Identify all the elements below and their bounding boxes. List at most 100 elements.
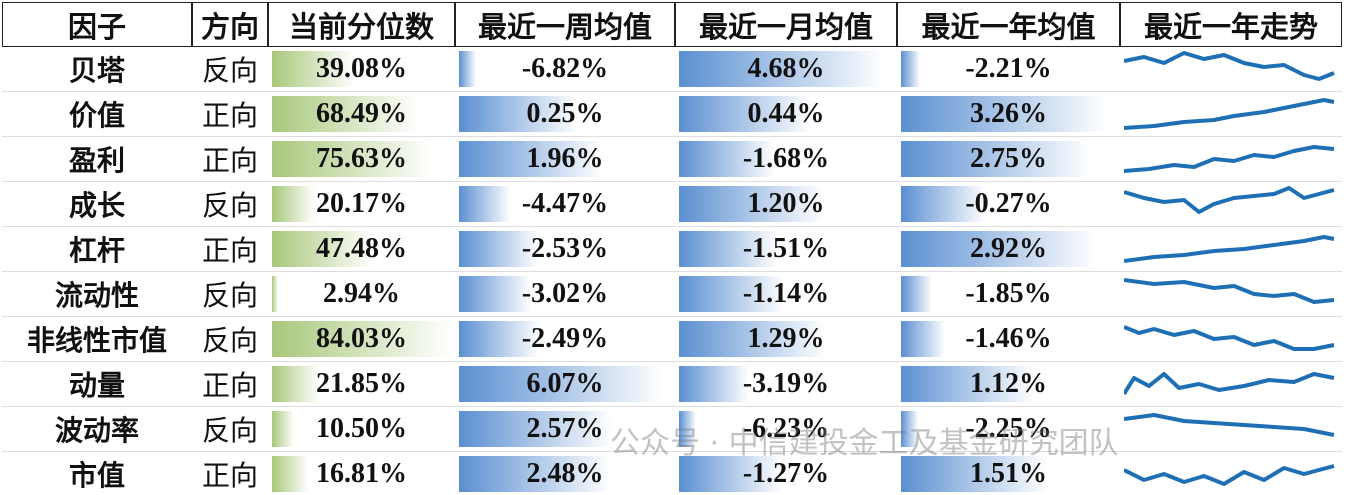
cell-text: 2.94%	[323, 278, 400, 309]
cell-text: 2.48%	[526, 458, 604, 489]
cell-text: 市值	[68, 461, 125, 492]
data-bar	[679, 366, 749, 402]
cell-text: 正向	[201, 101, 258, 132]
sparkline	[1124, 98, 1335, 130]
data-bar	[459, 411, 612, 447]
cell-text: 75.63%	[316, 143, 407, 174]
value-cell: 1.29%	[675, 317, 897, 362]
data-bar	[901, 96, 1108, 132]
cell-text: -2.53%	[521, 233, 609, 264]
cell-text: 反向	[201, 281, 258, 312]
cell-text: -2.21%	[965, 53, 1052, 84]
sparkline-path	[1124, 325, 1335, 351]
data-bar	[272, 276, 279, 312]
value-cell: -2.21%	[897, 47, 1120, 92]
cell-text: 正向	[201, 146, 258, 177]
cell-text: 1.51%	[970, 458, 1047, 489]
data-bar	[272, 186, 315, 222]
cell-text: 2.75%	[970, 143, 1047, 174]
sparkline-path	[1124, 372, 1335, 396]
sparkline	[1124, 145, 1335, 173]
value-cell: 0.25%	[455, 92, 675, 137]
value-cell: -1.85%	[897, 272, 1120, 317]
cell-text: 成长	[68, 191, 125, 222]
value-cell: 1.51%	[897, 452, 1120, 495]
cell-text: 3.26%	[970, 98, 1047, 129]
sparkline-path	[1124, 464, 1335, 486]
direction: 正向	[192, 92, 268, 137]
data-bar	[901, 141, 1090, 177]
cell-text: 1.20%	[747, 188, 825, 219]
factor-name: 杠杆	[2, 227, 192, 272]
value-cell: 47.48%	[268, 227, 455, 272]
cell-text: -6.23%	[742, 413, 830, 444]
data-bar	[901, 276, 932, 312]
sparkline-cell	[1120, 272, 1342, 317]
value-cell: 0.44%	[675, 92, 897, 137]
cell-text: 正向	[201, 371, 258, 402]
value-cell: 1.96%	[455, 137, 675, 182]
cell-text: 6.07%	[526, 368, 604, 399]
cell-text: -1.14%	[742, 278, 830, 309]
value-cell: -4.47%	[455, 182, 675, 227]
data-bar	[901, 366, 1034, 402]
value-cell: -1.68%	[675, 137, 897, 182]
data-bar	[459, 231, 539, 267]
cell-text: -0.27%	[965, 188, 1052, 219]
cell-text: 21.85%	[316, 368, 407, 399]
data-bar	[272, 411, 295, 447]
direction: 正向	[192, 227, 268, 272]
data-bar	[272, 51, 356, 87]
data-bar	[679, 96, 812, 132]
cell-text: 正向	[201, 461, 258, 492]
sparkline-path	[1124, 413, 1335, 437]
cell-text: 盈利	[68, 146, 125, 177]
value-cell: 1.20%	[675, 182, 897, 227]
cell-text: 4.68%	[747, 53, 825, 84]
cell-text: 1.12%	[970, 368, 1047, 399]
sparkline-path	[1124, 235, 1335, 263]
data-bar	[272, 366, 319, 402]
value-cell: -3.19%	[675, 362, 897, 407]
cell-text: 0.44%	[747, 98, 825, 129]
factor-name: 流动性	[2, 272, 192, 317]
value-cell: 3.26%	[897, 92, 1120, 137]
value-cell: -2.53%	[455, 227, 675, 272]
cell-text: 反向	[201, 416, 258, 447]
sparkline-path	[1124, 98, 1335, 130]
data-bar	[272, 141, 434, 177]
value-cell: 21.85%	[268, 362, 455, 407]
cell-text: 1.96%	[526, 143, 604, 174]
sparkline-path	[1124, 278, 1335, 304]
direction: 正向	[192, 452, 268, 495]
value-cell: 6.07%	[455, 362, 675, 407]
sparkline-path	[1124, 51, 1335, 81]
factor-name: 价值	[2, 92, 192, 137]
cell-text: -3.19%	[742, 368, 830, 399]
value-cell: 84.03%	[268, 317, 455, 362]
cell-text: -6.82%	[521, 53, 609, 84]
sparkline-path	[1124, 145, 1335, 173]
sparkline	[1124, 278, 1335, 304]
cell-text: 0.25%	[526, 98, 604, 129]
data-bar	[679, 321, 826, 357]
sparkline-cell	[1120, 407, 1342, 452]
sparkline-path	[1124, 186, 1335, 214]
header-cell: 最近一年均值	[897, 2, 1120, 47]
data-bar	[679, 411, 697, 447]
data-bar	[272, 96, 418, 132]
value-cell: -1.14%	[675, 272, 897, 317]
value-cell: 2.48%	[455, 452, 675, 495]
cell-text: -1.27%	[742, 458, 830, 489]
value-cell: -0.27%	[897, 182, 1120, 227]
cell-text: 20.17%	[316, 188, 407, 219]
cell-text: 正向	[201, 236, 258, 267]
value-cell: -1.46%	[897, 317, 1120, 362]
cell-text: -3.02%	[521, 278, 609, 309]
cell-text: -1.51%	[742, 233, 830, 264]
value-cell: -2.25%	[897, 407, 1120, 452]
cell-text: 反向	[201, 191, 258, 222]
sparkline	[1124, 235, 1335, 263]
cell-text: 2.57%	[526, 413, 604, 444]
factor-name: 非线性市值	[2, 317, 192, 362]
